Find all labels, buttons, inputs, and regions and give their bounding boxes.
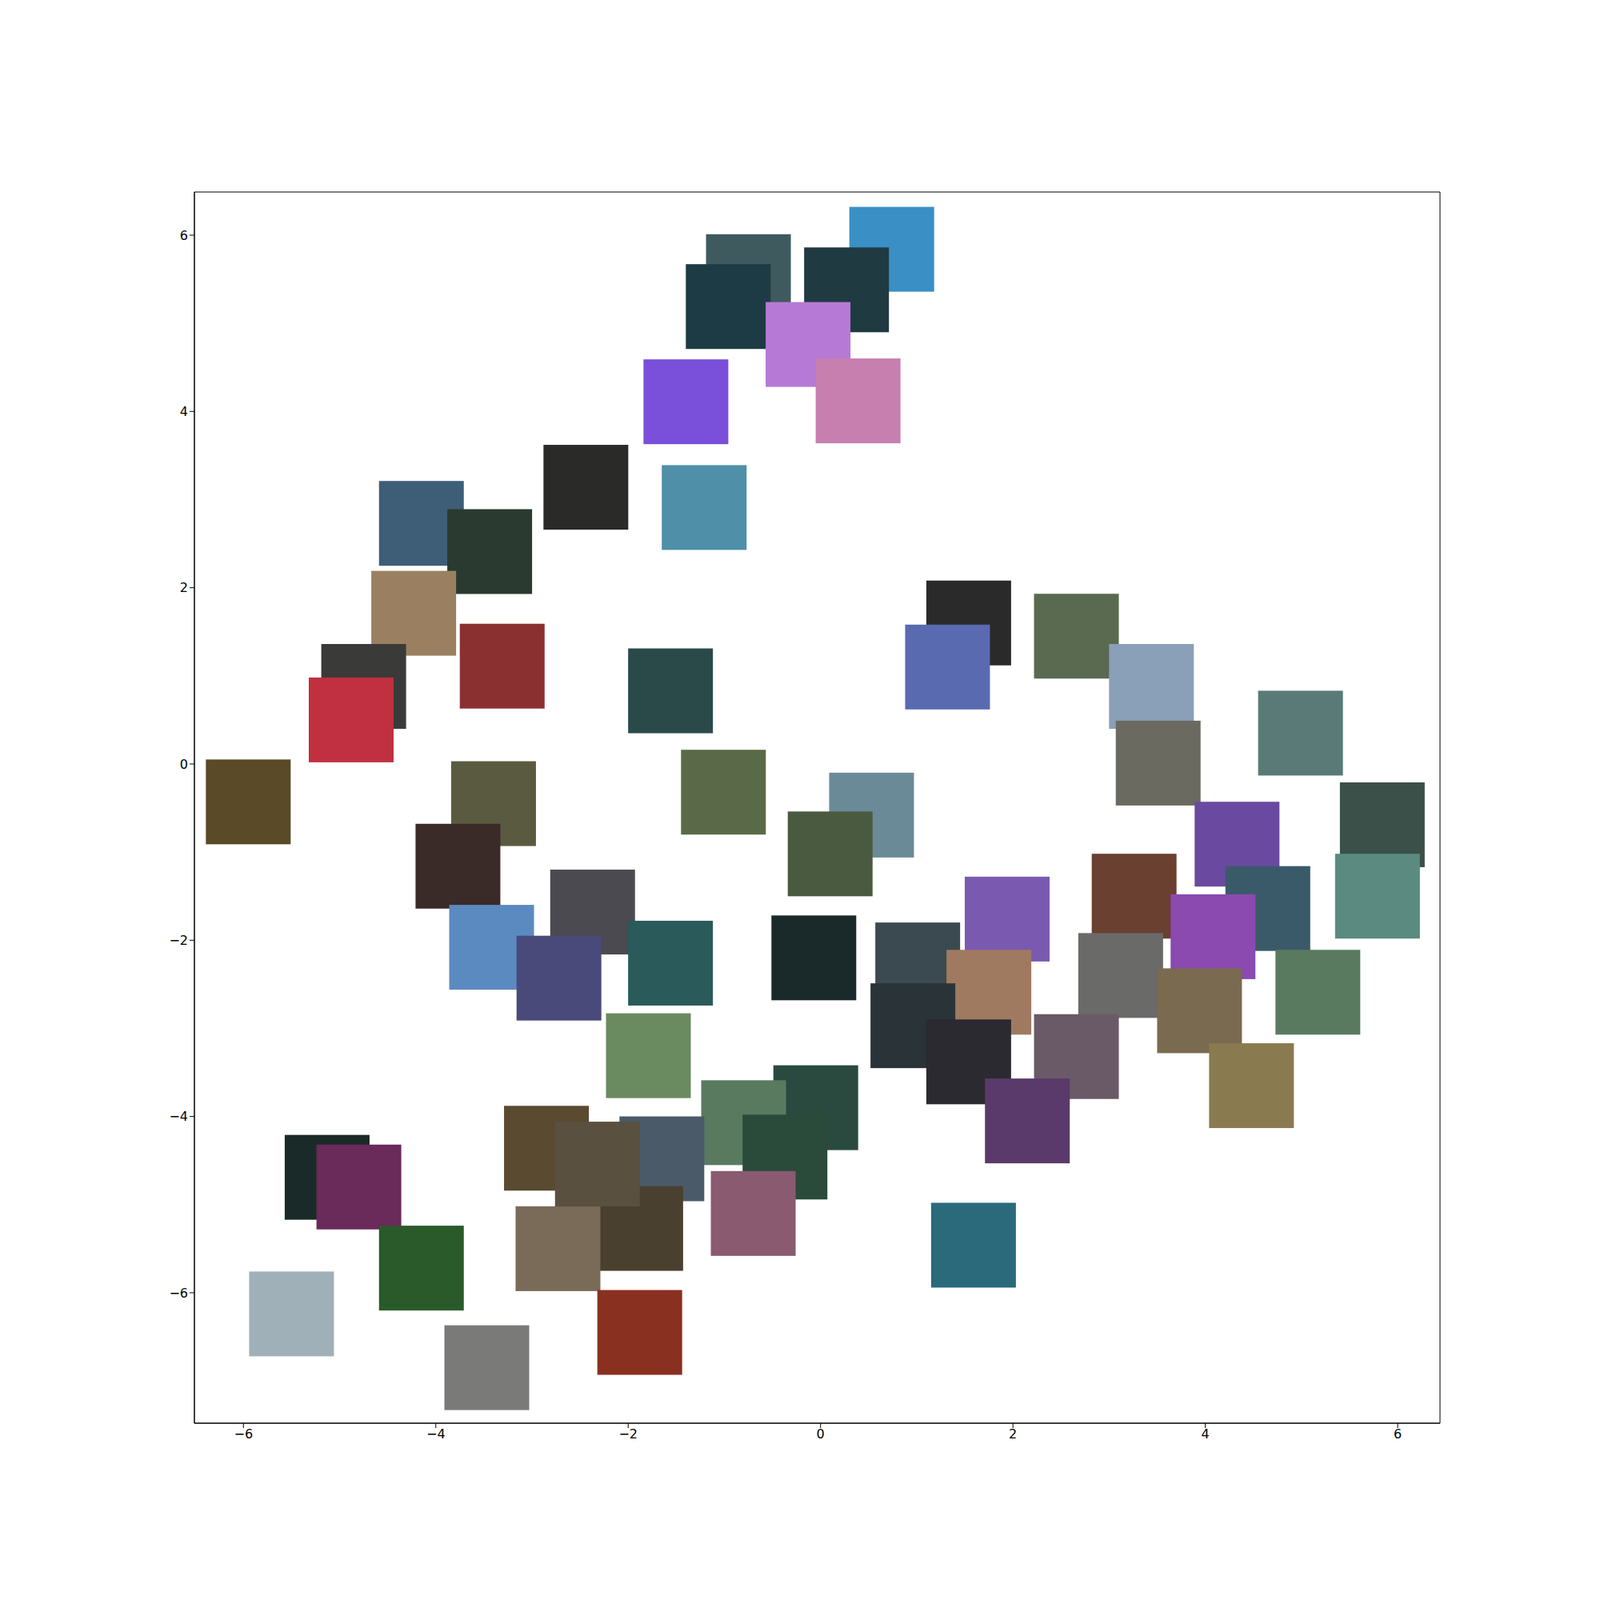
svg-text:0: 0 [180,756,188,772]
svg-text:−4: −4 [168,1108,188,1124]
svg-text:6: 6 [180,228,188,244]
svg-text:4: 4 [1201,1426,1210,1442]
svg-text:−6: −6 [234,1426,254,1442]
svg-text:4: 4 [180,404,188,420]
svg-text:−2: −2 [168,932,188,948]
svg-text:2: 2 [180,580,188,596]
svg-text:−6: −6 [168,1285,188,1301]
svg-text:0: 0 [816,1426,825,1442]
svg-text:−2: −2 [618,1426,638,1442]
svg-text:2: 2 [1008,1426,1017,1442]
svg-text:6: 6 [1393,1426,1402,1442]
svg-text:−4: −4 [426,1426,446,1442]
